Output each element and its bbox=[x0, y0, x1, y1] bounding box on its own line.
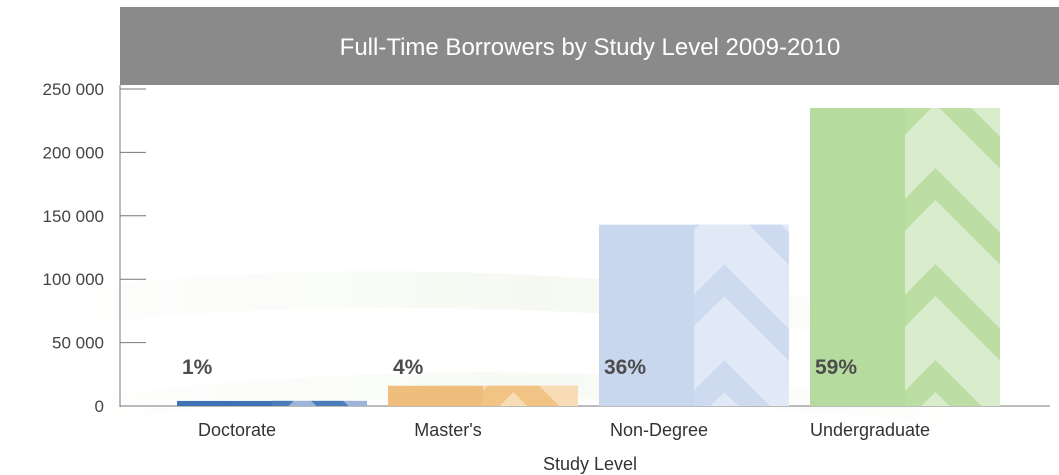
y-tick-label: 200 000 bbox=[43, 143, 104, 162]
background-swoosh bbox=[0, 271, 1059, 360]
background-swoosh bbox=[0, 372, 1059, 440]
chevron bbox=[905, 360, 982, 407]
bar bbox=[599, 72, 825, 406]
bar-chevrons bbox=[625, 72, 825, 406]
x-tick-label: Doctorate bbox=[198, 420, 276, 440]
chevron bbox=[905, 168, 1000, 265]
bar-chevrons bbox=[905, 108, 1000, 407]
labels: 1% Doctorate 4% Master's 36% Non-Degree 59% Und… bbox=[182, 356, 930, 440]
y-tick-label: 0 bbox=[95, 397, 104, 416]
bars bbox=[177, 72, 1000, 407]
chevron bbox=[272, 400, 349, 407]
bar-chevrons bbox=[483, 385, 560, 407]
x-axis-title: Study Level bbox=[543, 454, 637, 474]
title-band bbox=[120, 7, 1059, 85]
chevron bbox=[905, 264, 1000, 361]
percent-label: 36% bbox=[604, 356, 646, 379]
percent-label: 4% bbox=[393, 356, 424, 379]
bar bbox=[388, 385, 578, 407]
y-tick-label: 150 000 bbox=[43, 207, 104, 226]
percent-label: 1% bbox=[182, 356, 213, 379]
chevron bbox=[694, 264, 789, 361]
chevron bbox=[905, 108, 1000, 169]
y-tick-label: 250 000 bbox=[43, 80, 104, 99]
x-tick-label: Master's bbox=[414, 420, 481, 440]
y-axis-ticks: 0 50 000 100 000 150 000 200 000 250 000 bbox=[43, 80, 146, 416]
x-tick-label: Non-Degree bbox=[610, 420, 708, 440]
bar bbox=[177, 400, 367, 407]
percent-label: 59% bbox=[815, 356, 857, 379]
bar bbox=[810, 108, 1000, 407]
x-tick-label: Undergraduate bbox=[810, 420, 930, 440]
chevron bbox=[694, 224, 789, 265]
bar-highlight bbox=[905, 108, 1000, 407]
chevron bbox=[625, 72, 825, 204]
bar-chevrons bbox=[272, 400, 349, 407]
y-tick-label: 50 000 bbox=[52, 334, 104, 353]
y-tick-label: 100 000 bbox=[43, 270, 104, 289]
chevron bbox=[483, 385, 560, 407]
chart-title: Full-Time Borrowers by Study Level 2009-… bbox=[340, 34, 841, 61]
chevron bbox=[694, 360, 771, 406]
